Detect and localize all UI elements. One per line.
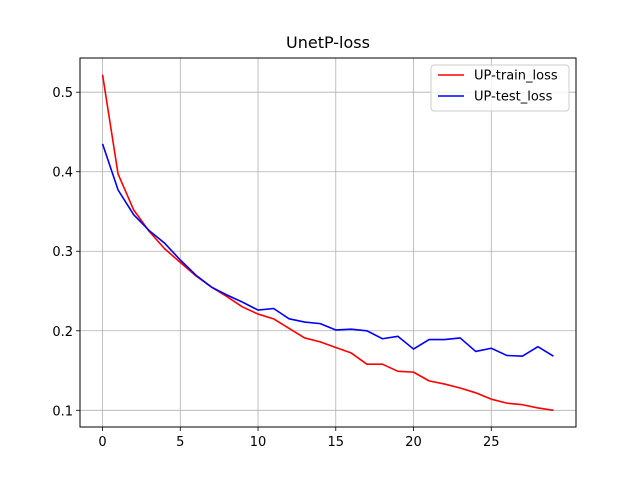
ticks: 0 5 10 15 20 25 0.1 0.2 0.3 0.4 0.5 [52, 86, 499, 450]
x-tick-label: 20 [405, 435, 422, 450]
legend-label-1: UP-test_loss [474, 90, 553, 105]
x-tick-label: 5 [176, 435, 184, 450]
legend-box [430, 64, 570, 112]
legend-items: UP-train_loss UP-test_loss [438, 69, 558, 105]
y-tick-label: 0.4 [52, 166, 73, 181]
x-tick-label: 10 [250, 435, 267, 450]
axes-frame [79, 57, 577, 428]
y-tick-label: 0.2 [52, 325, 73, 340]
y-tick-label: 0.5 [52, 86, 73, 101]
y-tick-label: 0.1 [52, 404, 73, 419]
x-tick-label: 25 [483, 435, 500, 450]
series-layer [101, 74, 554, 412]
chart-title: UnetP-loss [286, 33, 370, 52]
x-tick-label: 0 [98, 435, 106, 450]
series-line-0 [101, 74, 554, 412]
series-line-1 [101, 143, 554, 358]
y-tick-label: 0.3 [52, 245, 73, 260]
legend-label-0: UP-train_loss [474, 69, 558, 84]
x-tick-label: 15 [328, 435, 345, 450]
legend: UP-train_loss UP-test_loss [430, 64, 570, 112]
